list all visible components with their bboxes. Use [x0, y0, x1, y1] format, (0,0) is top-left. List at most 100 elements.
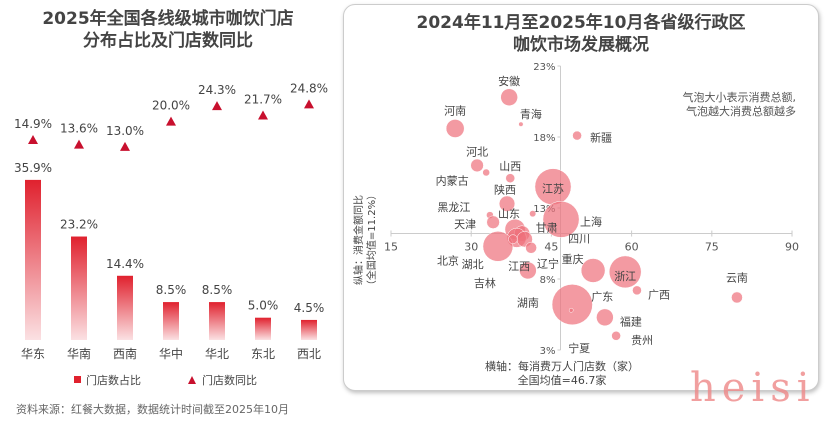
bubble-label: 广东	[591, 291, 613, 304]
source-note: 资料来源：红餐大数据，数据统计时间截至2025年10月	[16, 403, 289, 416]
y-axis-subtitle: （全国均值=11.2%）	[365, 190, 378, 290]
bubble-上海	[542, 201, 580, 238]
bar-label: 14.4%	[106, 257, 144, 271]
marker-西南	[120, 141, 130, 151]
bubble-福建	[596, 308, 614, 327]
bubble-安徽	[500, 88, 518, 106]
bar-label: 35.9%	[14, 161, 52, 175]
bubble-label: 广西	[648, 288, 670, 301]
bubble-广东	[551, 284, 593, 326]
bar-label: 4.5%	[294, 301, 325, 315]
bar-华中	[163, 302, 179, 340]
category-label: 华中	[159, 346, 183, 361]
bubble-label: 福建	[620, 314, 642, 328]
bar-华东	[25, 179, 41, 340]
legend-marker-label: 门店数同比	[202, 373, 257, 387]
bubble-layer	[445, 88, 743, 341]
bubble-天津	[486, 215, 500, 229]
y-tick-label: 18%	[533, 133, 555, 144]
scatter-card	[343, 4, 819, 391]
marker-华东	[28, 135, 38, 144]
bubble-label: 黑龙江	[437, 201, 470, 214]
x-tick-label: 90	[785, 241, 799, 254]
bubble-湖南	[519, 261, 537, 280]
bubble-label: 河南	[444, 104, 466, 117]
marker-label: 24.3%	[198, 83, 236, 97]
left-title-line2: 分布占比及门店数同比	[83, 31, 253, 51]
bubble-label: 上海	[580, 214, 602, 228]
bubble-label: 内蒙古	[436, 174, 469, 188]
bubble-河南	[445, 119, 465, 138]
note-line2: 气泡越大消费总额越多	[686, 104, 796, 118]
left-chart-title: 2025年全国各线级城市咖饮门店 分布占比及门店数同比	[0, 8, 336, 52]
bubble-贵州	[611, 331, 621, 341]
watermark: heisi	[690, 365, 816, 411]
x-axis-title: 横轴：每消费万人门店数（家）	[485, 359, 639, 373]
marker-华中	[166, 116, 176, 126]
bubble-北京	[482, 231, 514, 262]
bubble-label: 安徽	[498, 74, 520, 88]
right-title-line2: 咖饮市场发展概况	[513, 35, 649, 55]
bar-东北	[255, 317, 271, 340]
y-tick-label: 23%	[533, 62, 555, 73]
bubble-label: 湖北	[462, 258, 484, 271]
category-label: 东北	[251, 347, 275, 361]
legend-bar-swatch	[74, 376, 81, 383]
bubble-label: 新疆	[590, 131, 612, 145]
marker-label: 13.6%	[60, 122, 98, 136]
marker-华南	[74, 139, 84, 149]
bubble-江西	[525, 241, 537, 254]
y-tick-label: 13%	[533, 204, 555, 215]
y-tick-label: 8%	[540, 275, 556, 286]
bubble-广西	[632, 285, 642, 296]
x-tick-label: 60	[625, 241, 639, 254]
right-title-line1: 2024年11月至2025年10月各省级行政区	[416, 13, 746, 33]
bubble-陕西	[498, 195, 516, 212]
bubble-内蒙古	[482, 168, 490, 177]
bubble-浙江	[608, 255, 642, 289]
bar-华南	[71, 236, 87, 340]
bubble-新疆	[572, 130, 582, 141]
bubble-label: 山东	[498, 207, 520, 220]
marker-华北	[212, 101, 222, 111]
marker-label: 13.0%	[106, 124, 144, 138]
x-axis-subtitle: 全国均值=46.7家	[518, 373, 607, 387]
bubble-label: 四川	[568, 232, 590, 245]
bubble-label: 贵州	[631, 334, 653, 347]
bubble-label: 浙江	[614, 270, 636, 283]
bubble-甘肃	[529, 210, 537, 218]
bubble-青海	[518, 121, 524, 127]
category-label: 华南	[67, 346, 91, 361]
x-tick-label: 45	[544, 241, 558, 254]
marker-label: 24.8%	[290, 81, 328, 95]
bubble-label: 甘肃	[536, 222, 558, 235]
bubble-label: 江苏	[542, 183, 564, 196]
bubble-云南	[731, 291, 743, 304]
bar-label: 23.2%	[60, 218, 98, 232]
bubble-label: 重庆	[562, 252, 584, 266]
x-tick-label: 75	[705, 241, 719, 254]
bubble-label: 辽宁	[537, 257, 559, 271]
bubble-label: 湖南	[517, 296, 539, 309]
bubble-吉林	[508, 234, 518, 245]
bubble-宁夏	[568, 307, 574, 313]
bubble-label: 陕西	[494, 183, 516, 197]
x-tick-label: 15	[384, 241, 398, 254]
marker-label: 21.7%	[244, 93, 282, 107]
marker-label: 14.9%	[14, 117, 52, 131]
bubble-label: 宁夏	[568, 341, 590, 355]
bubble-label: 北京	[437, 253, 459, 267]
bar-西南	[117, 275, 133, 340]
marker-西北	[304, 99, 314, 109]
right-chart-title: 2024年11月至2025年10月各省级行政区 咖饮市场发展概况	[343, 12, 819, 56]
marker-label: 20.0%	[152, 99, 190, 113]
bubble-四川	[580, 258, 606, 283]
y-axis-title: 纵轴：消费金额同比	[352, 195, 365, 285]
left-title-line1: 2025年全国各线级城市咖饮门店	[42, 9, 294, 29]
bubble-label: 天津	[454, 218, 476, 231]
bar-西北	[301, 319, 317, 340]
legend-bar-label: 门店数占比	[86, 373, 141, 387]
bubble-label: 山西	[499, 160, 521, 173]
